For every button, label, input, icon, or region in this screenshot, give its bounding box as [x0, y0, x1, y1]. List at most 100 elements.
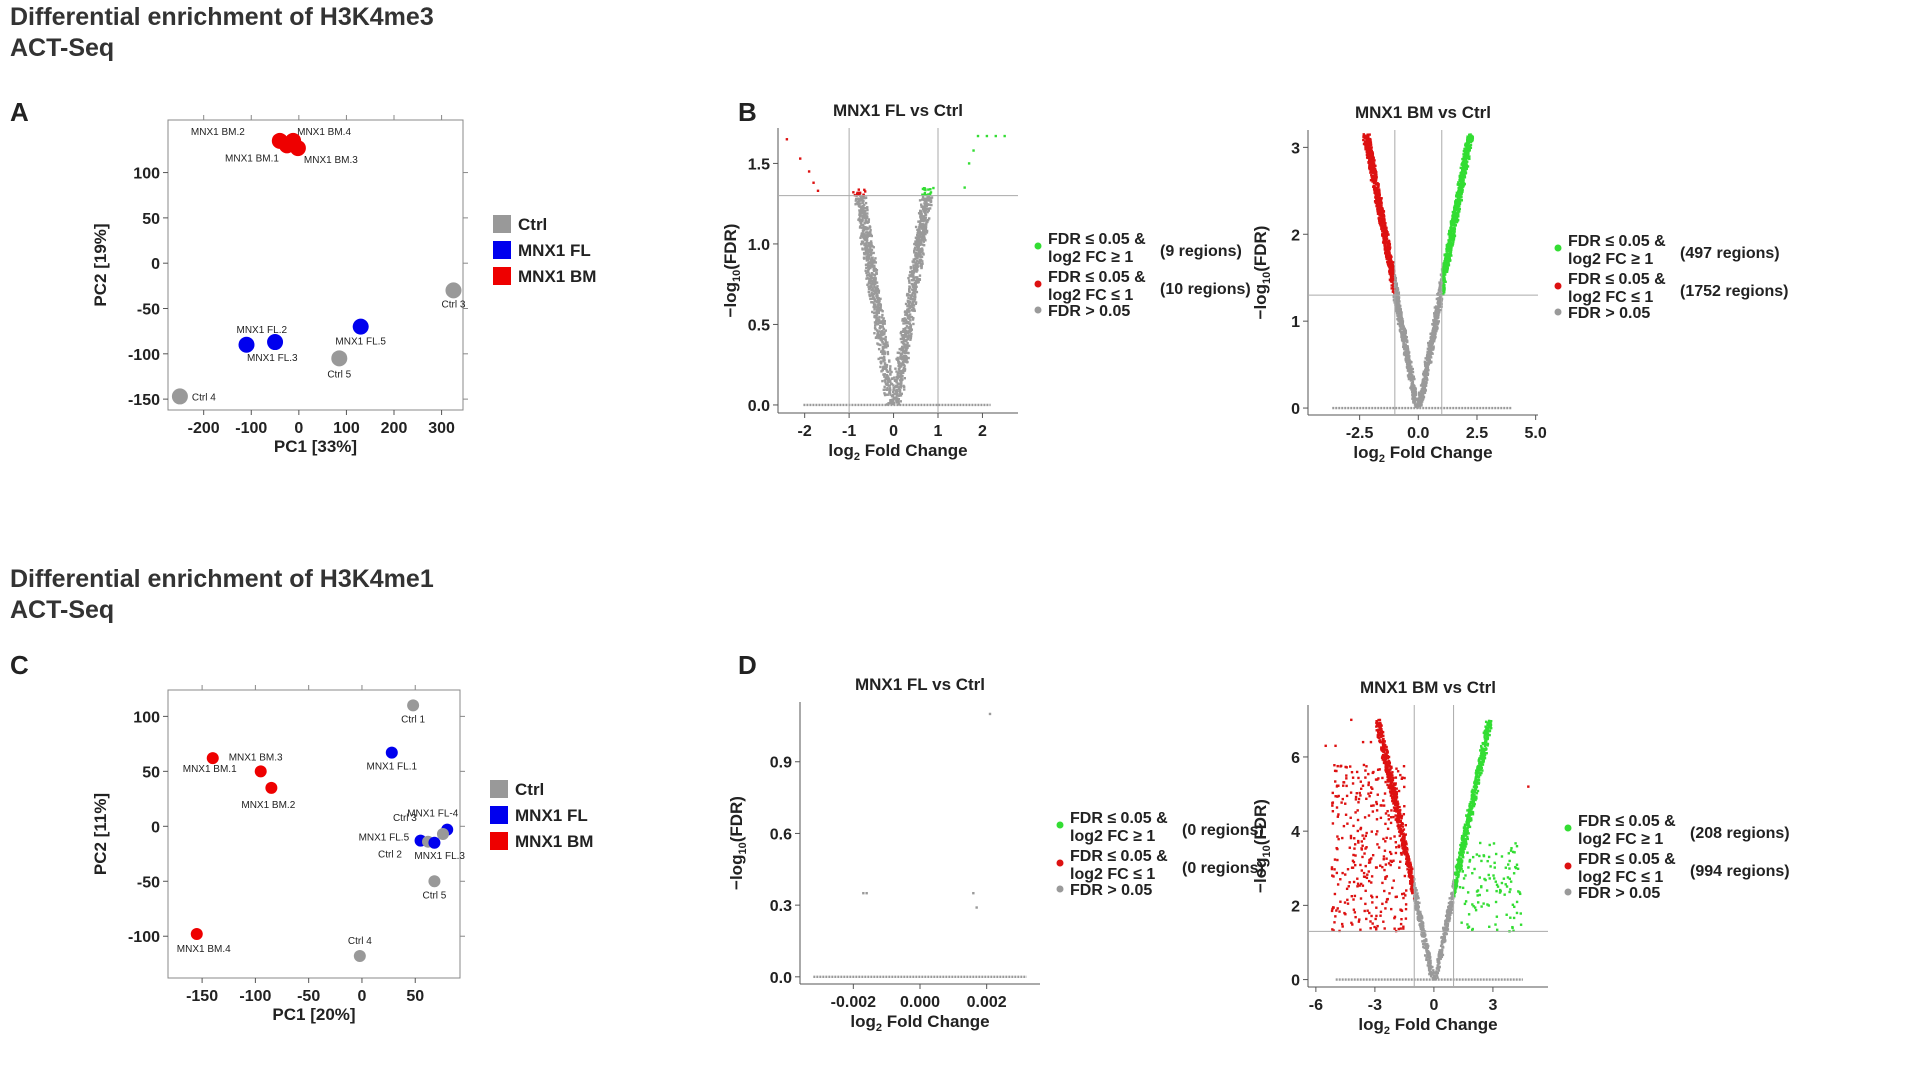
data-point [864, 248, 868, 251]
data-point [1452, 218, 1455, 222]
data-point [1402, 339, 1405, 342]
data-point [872, 305, 875, 309]
data-point [904, 331, 907, 334]
data-point [914, 301, 918, 304]
data-point [1405, 852, 1408, 855]
data-point [908, 322, 912, 325]
data-point [914, 285, 917, 288]
data-point [871, 287, 874, 290]
data-point [1466, 145, 1469, 148]
x-tick-label: 50 [406, 988, 424, 1005]
data-point [1368, 147, 1371, 151]
legend-count: (10 regions) [1160, 281, 1251, 298]
data-point [1388, 240, 1391, 243]
data-point [916, 256, 919, 260]
data-point [1377, 190, 1381, 193]
data-point [1430, 337, 1434, 340]
data-point [858, 210, 862, 214]
legend-count: (9 regions) [1160, 243, 1242, 260]
legend-dot-down [1056, 859, 1064, 867]
data-point [869, 265, 873, 268]
data-point [1416, 402, 1419, 405]
data-point [892, 384, 895, 387]
top-title-line1: Differential enrichment of H3K4me3 [10, 3, 434, 31]
data-point [870, 274, 873, 277]
data-point [896, 358, 899, 361]
data-point [1402, 330, 1405, 334]
data-point [883, 333, 886, 336]
data-point [920, 213, 923, 216]
y-tick-label: 0.3 [770, 898, 792, 915]
data-point [1454, 213, 1458, 216]
data-point [902, 322, 905, 325]
data-point [1452, 223, 1455, 226]
data-point [1484, 729, 1487, 732]
data-point [1385, 247, 1388, 250]
data-point [985, 134, 989, 138]
legend-line1: FDR ≤ 0.05 & [1568, 271, 1666, 288]
data-point [900, 349, 903, 352]
data-point [1404, 329, 1407, 332]
data-point [869, 258, 872, 262]
data-point [862, 891, 865, 895]
data-point [864, 263, 868, 266]
data-point [1464, 152, 1467, 155]
legend-line2: log2 FC ≤ 1 [1568, 289, 1653, 306]
data-point [865, 216, 868, 220]
data-point [858, 213, 861, 217]
data-point [1485, 751, 1488, 755]
data-point [923, 191, 927, 195]
data-point [1426, 354, 1429, 357]
data-point [1401, 336, 1404, 339]
data-point [1430, 360, 1433, 364]
data-point [1402, 343, 1405, 346]
data-point [1445, 932, 1448, 936]
data-point [1446, 262, 1449, 266]
data-point [1397, 291, 1401, 294]
data-point [860, 233, 863, 236]
data-point [905, 356, 909, 359]
data-point [1384, 249, 1388, 252]
data-point [1387, 241, 1391, 245]
legend-swatch-fl [490, 806, 508, 824]
data-point [878, 334, 882, 337]
data-point [1453, 895, 1456, 898]
data-point [921, 262, 924, 265]
data-point [920, 231, 923, 235]
data-point [1433, 314, 1437, 317]
data-point [909, 326, 912, 329]
data-point [1456, 200, 1460, 203]
data-point [871, 262, 874, 265]
data-point [905, 361, 909, 364]
data-point [867, 218, 870, 221]
data-point [869, 228, 872, 232]
data-point [1403, 337, 1407, 340]
data-point [907, 279, 911, 282]
data-point [1376, 199, 1379, 203]
data-point [922, 217, 925, 220]
x-axis-title: log2 Fold Change [828, 441, 967, 463]
data-point [872, 279, 875, 283]
data-point [864, 226, 867, 229]
data-point [903, 364, 906, 368]
data-point [915, 270, 918, 273]
data-point [1392, 265, 1395, 268]
data-point [873, 308, 876, 311]
data-point [1406, 366, 1409, 370]
data-point [882, 337, 885, 340]
data-point [865, 240, 868, 243]
data-point [1406, 346, 1410, 349]
data-point [1463, 168, 1467, 171]
data-point [1448, 246, 1451, 249]
data-point [1466, 150, 1470, 154]
data-point [1468, 137, 1471, 141]
data-point [882, 327, 885, 330]
data-point [1484, 725, 1487, 728]
data-point [917, 237, 920, 240]
data-point [1453, 216, 1456, 220]
data-point [1386, 250, 1390, 253]
data-point [1398, 834, 1401, 838]
data-point [1428, 352, 1432, 355]
data-point [865, 257, 868, 260]
data-point [1418, 394, 1422, 398]
